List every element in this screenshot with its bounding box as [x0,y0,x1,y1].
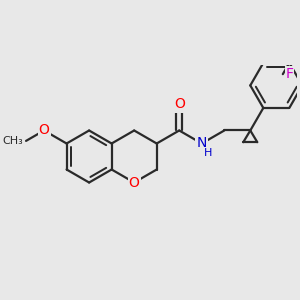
Text: N: N [196,136,207,151]
Text: H: H [204,148,212,158]
Text: CH₃: CH₃ [3,136,23,146]
Text: F: F [285,67,293,81]
Text: O: O [129,176,140,190]
Text: O: O [174,98,185,112]
Text: O: O [39,124,50,137]
